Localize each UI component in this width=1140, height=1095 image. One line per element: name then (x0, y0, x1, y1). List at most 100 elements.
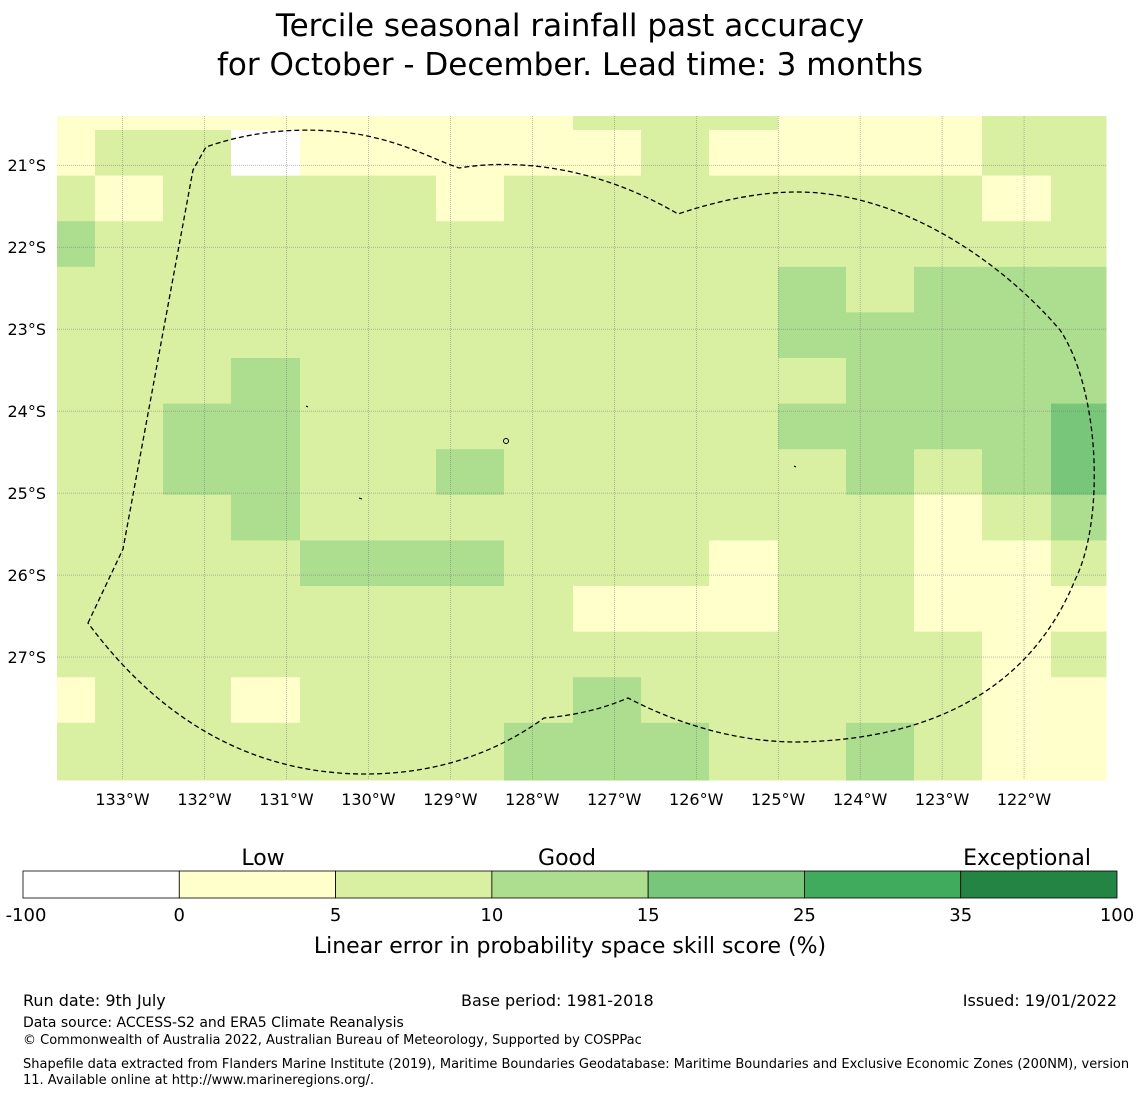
grid-cell (95, 586, 164, 633)
grid-cell (914, 175, 983, 222)
colorbar-segment (335, 870, 493, 899)
grid-cell (95, 403, 164, 450)
grid-cell (57, 266, 96, 313)
grid-cell (846, 403, 915, 450)
grid-cell (163, 677, 232, 724)
grid-cell (641, 449, 710, 496)
grid-cell (573, 631, 642, 678)
latitude-label: 27°S (7, 648, 46, 667)
latitude-label: 23°S (7, 320, 46, 339)
map-title-line-1: Tercile seasonal rainfall past accuracy (275, 8, 865, 44)
grid-cell (95, 116, 164, 131)
grid-cell (778, 130, 847, 177)
grid-cell (368, 494, 437, 541)
grid-cell (300, 540, 369, 587)
colorbar-section-good: Good (538, 846, 596, 871)
grid-cell (436, 130, 505, 177)
grid-cell (641, 358, 710, 405)
grid-cell (641, 722, 710, 781)
colorbar-segment (960, 870, 1118, 899)
grid-cell (504, 116, 574, 131)
grid-cell (914, 722, 983, 781)
grid-cell (573, 175, 642, 222)
grid-cell (709, 403, 779, 450)
grid-cell (368, 631, 437, 678)
longitude-label: 125°W (751, 790, 806, 809)
grid-cell (778, 494, 847, 541)
grid-cell (57, 449, 96, 496)
grid-cell (95, 312, 164, 359)
data-source: Data source: ACCESS-S2 and ERA5 Climate … (23, 1015, 404, 1031)
grid-cell (163, 130, 232, 177)
grid-cell (573, 449, 642, 496)
longitude-label: 124°W (833, 790, 888, 809)
grid-cell (163, 266, 232, 313)
grid-cell (300, 403, 369, 450)
colorbar-section-exceptional: Exceptional (963, 846, 1091, 871)
grid-cell (709, 312, 779, 359)
longitude-label: 123°W (915, 790, 970, 809)
grid-cell (57, 722, 96, 781)
grid-cell (641, 403, 710, 450)
grid-cell (436, 312, 505, 359)
grid-cell (300, 494, 369, 541)
colorbar-tick-label: 35 (949, 905, 972, 926)
grid-cell (163, 449, 232, 496)
grid-cell (436, 116, 505, 131)
grid-cell (778, 722, 847, 781)
grid-cell (163, 586, 232, 633)
grid-cell (163, 312, 232, 359)
grid-cell (163, 540, 232, 587)
grid-cell (709, 631, 779, 678)
longitude-label: 132°W (177, 790, 232, 809)
grid-cell (1051, 449, 1107, 496)
grid-cell (709, 449, 779, 496)
grid-cell (504, 494, 574, 541)
grid-cell (846, 586, 915, 633)
grid-cell (982, 175, 1052, 222)
grid-cell (300, 631, 369, 678)
copyright: © Commonwealth of Australia 2022, Austra… (23, 1033, 642, 1048)
grid-cell (436, 631, 505, 678)
grid-cell (231, 403, 301, 450)
grid-cell (300, 677, 369, 724)
grid-cell (641, 266, 710, 313)
grid-cell (982, 221, 1052, 268)
grid-cell (778, 266, 847, 313)
grid-cell (504, 722, 574, 781)
grid-cell (778, 175, 847, 222)
grid-cell (846, 221, 915, 268)
longitude-label: 131°W (259, 790, 314, 809)
grid-cell (436, 221, 505, 268)
grid-cell (1051, 116, 1107, 131)
grid-cell (709, 586, 779, 633)
latitude-labels: 21°S 22°S 23°S 24°S 25°S 26°S 27°S (7, 156, 46, 667)
grid-cell (573, 266, 642, 313)
grid-cell (641, 586, 710, 633)
grid-cell (914, 631, 983, 678)
grid-cell (641, 677, 710, 724)
grid-cell (573, 586, 642, 633)
grid-cell (573, 221, 642, 268)
grid-cell (846, 540, 915, 587)
grid-cell (368, 403, 437, 450)
grid-cell (914, 116, 983, 131)
grid-cell (778, 312, 847, 359)
grid-cell (504, 449, 574, 496)
grid-cell (504, 130, 574, 177)
grid-cell (504, 221, 574, 268)
grid-cell (641, 631, 710, 678)
grid-cell (709, 540, 779, 587)
colorbar (22, 870, 1118, 899)
grid-cell (914, 586, 983, 633)
grid-cell (1051, 175, 1107, 222)
grid-cell (95, 221, 164, 268)
grid-cell (1051, 358, 1107, 405)
grid-cell (163, 403, 232, 450)
grid-cell (641, 175, 710, 222)
grid-cell (57, 403, 96, 450)
grid-cell (57, 631, 96, 678)
graticule (57, 116, 1106, 780)
longitude-label: 126°W (669, 790, 724, 809)
grid-cell (436, 266, 505, 313)
